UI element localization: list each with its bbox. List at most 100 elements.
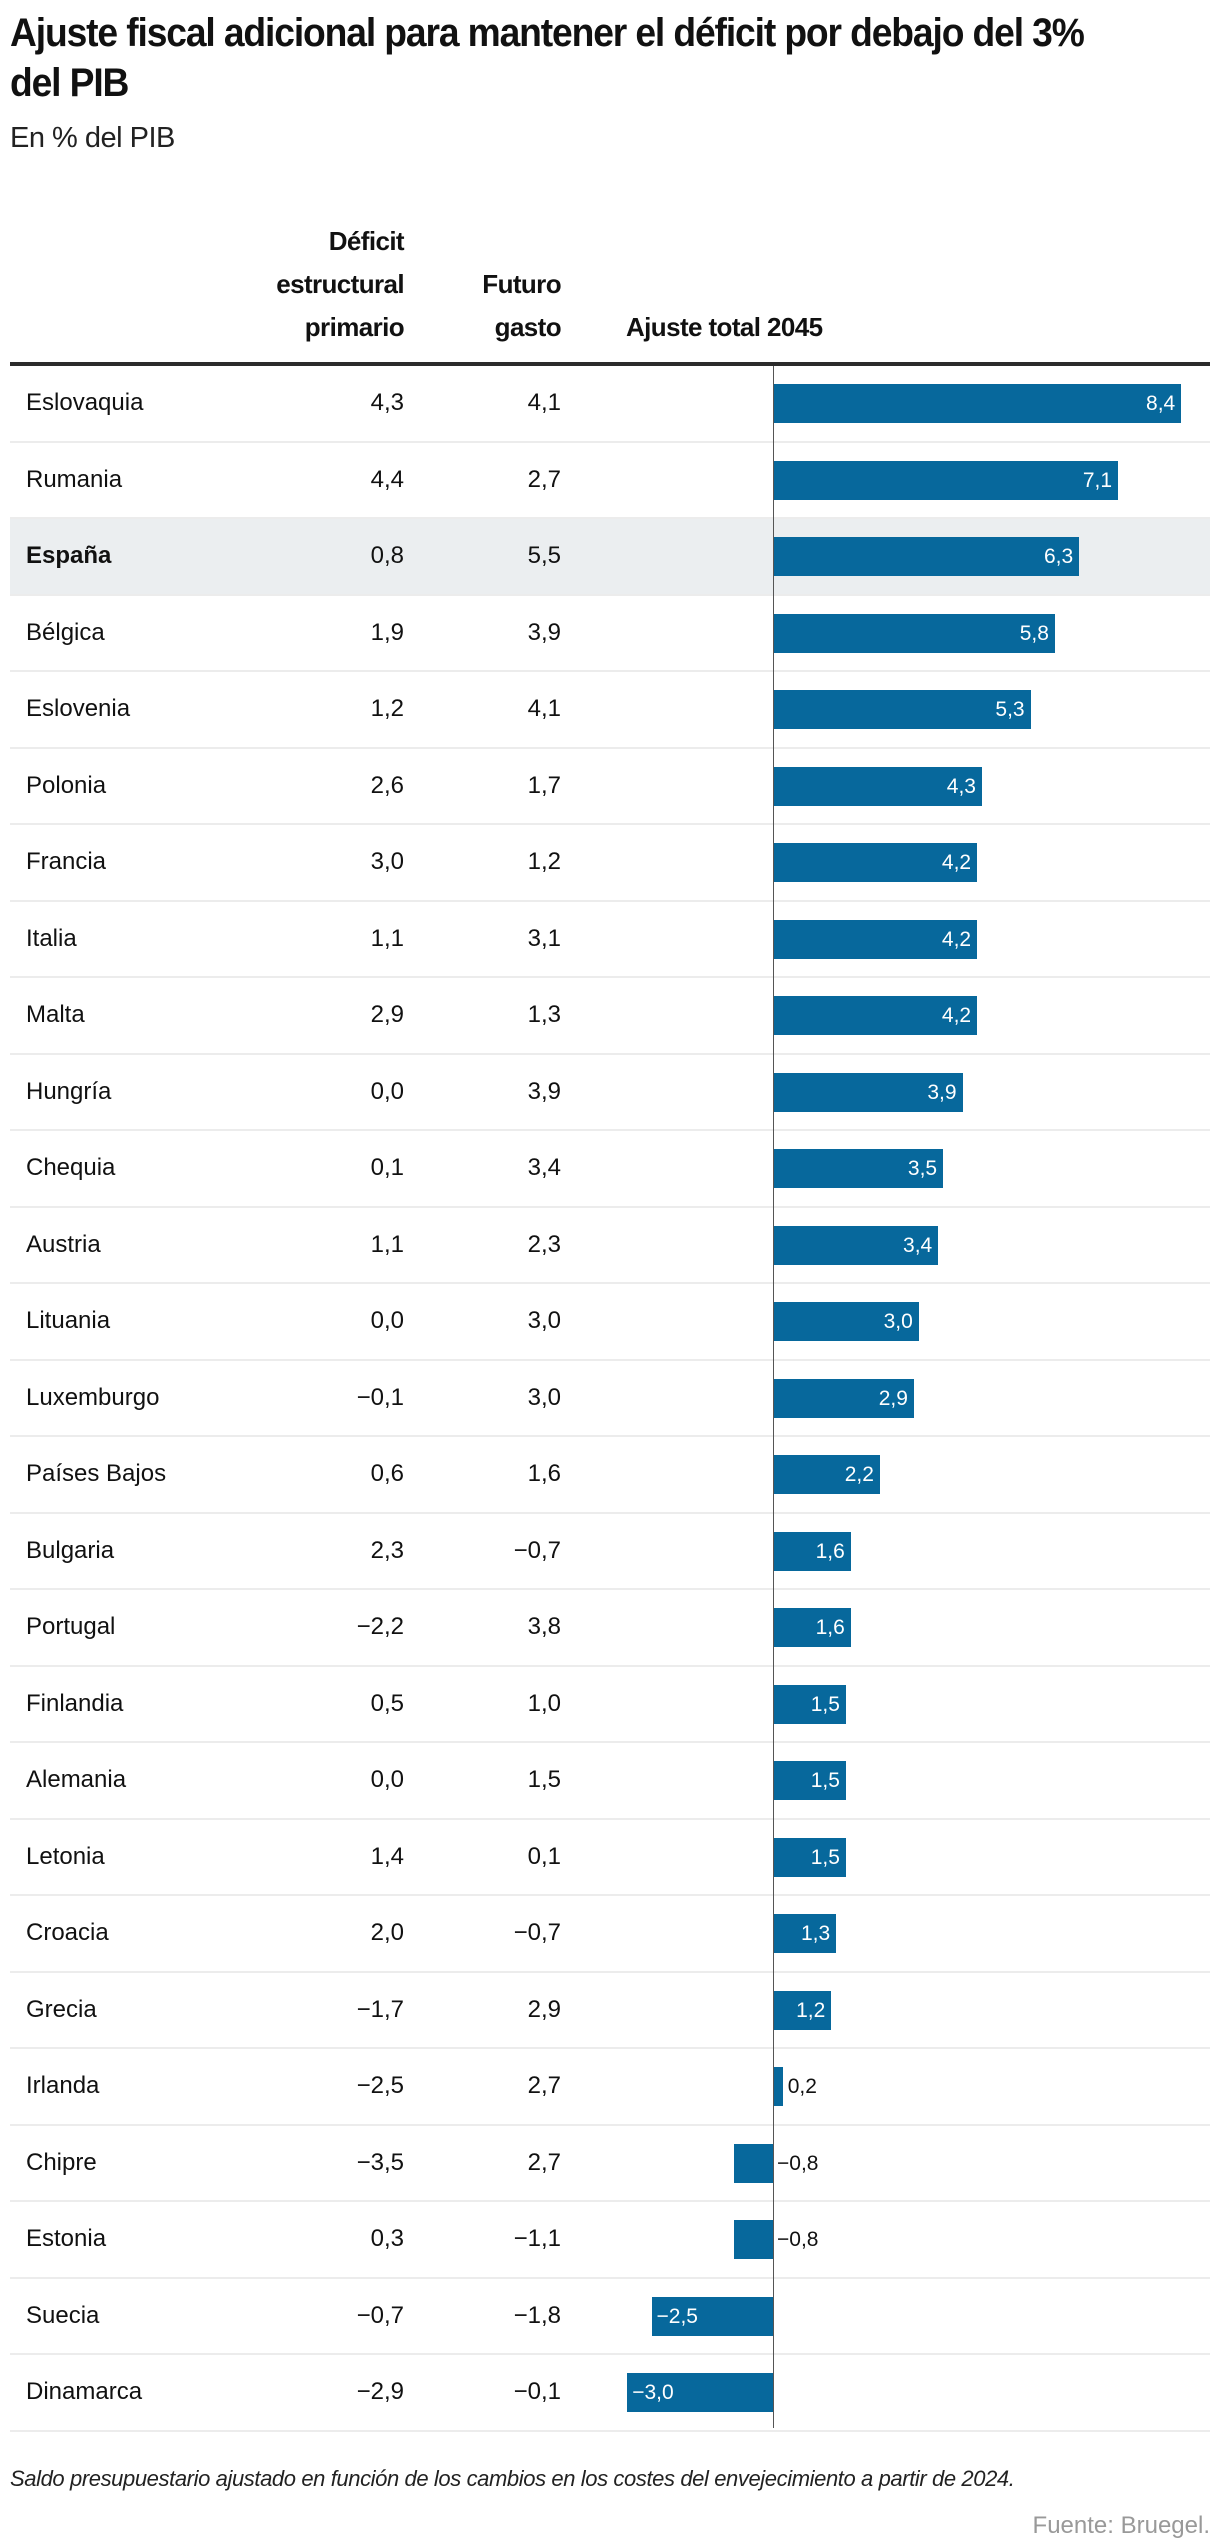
bar: [773, 996, 978, 1035]
table-row: Bulgaria 2,3 −0,7 1,6: [10, 1514, 1210, 1590]
bar-value-label: 2,9: [878, 1386, 908, 1410]
bar: [627, 2373, 773, 2412]
deficit-value: 0,0: [370, 1077, 404, 1105]
deficit-value: 2,9: [370, 1001, 404, 1028]
gasto-value: 2,7: [527, 2148, 561, 2176]
deficit-value: −3,5: [356, 2148, 404, 2176]
header-ajuste: Ajuste total 2045: [626, 312, 823, 342]
country-label: Chipre: [26, 2148, 97, 2176]
table-row: Estonia 0,3 −1,1 −0,8: [10, 2202, 1210, 2279]
bar: [773, 1608, 851, 1647]
country-label: Polonia: [26, 771, 107, 799]
chart-subtitle: En % del PIB: [10, 122, 175, 154]
country-label: Eslovaquia: [26, 389, 144, 416]
gasto-value: 1,3: [527, 1001, 561, 1028]
country-label: Croacia: [26, 1919, 109, 1946]
bar-value-label: 4,2: [941, 927, 972, 951]
bar: [773, 460, 1119, 500]
bar: [773, 1837, 846, 1877]
gasto-value: 3,8: [527, 1613, 561, 1640]
bar: [773, 1225, 939, 1265]
bar-value-label: 1,5: [810, 1845, 840, 1869]
deficit-value: 0,3: [370, 2225, 404, 2252]
country-label: Hungría: [26, 1077, 112, 1105]
zero-axis: [773, 366, 774, 2428]
deficit-value: 1,9: [370, 618, 404, 646]
bar: [773, 1149, 944, 1188]
bar-value-label: 3,9: [927, 1080, 957, 1104]
gasto-value: 1,6: [527, 1460, 561, 1487]
country-label: Finlandia: [26, 1689, 124, 1717]
bar-value-label: −0,8: [777, 2151, 819, 2175]
gasto-value: 3,1: [527, 924, 561, 952]
deficit-value: 0,8: [370, 542, 404, 569]
bar: [773, 537, 1080, 576]
table-row: Croacia 2,0 −0,7 1,3: [10, 1896, 1210, 1973]
table-body: Eslovaquia 4,3 4,1 8,4 Rumania 4,4 2,7 7,1 Españ…: [10, 366, 1210, 2432]
table-row: Grecia −1,7 2,9 1,2: [10, 1973, 1210, 2049]
bar: [773, 1531, 851, 1571]
header-gasto: Futuro gasto: [482, 269, 561, 342]
bar: [773, 1072, 963, 1112]
deficit-value: 4,4: [370, 465, 404, 493]
table-row: Portugal −2,2 3,8 1,6: [10, 1590, 1210, 1667]
gasto-value: −0,7: [513, 1919, 561, 1946]
bar-value-label: 3,0: [883, 1310, 913, 1333]
country-label: Francia: [26, 848, 107, 875]
bar-value-label: 4,2: [941, 1004, 972, 1027]
country-label: Eslovenia: [26, 695, 131, 722]
country-label: Portugal: [26, 1613, 116, 1640]
bar-value-label: 1,5: [810, 1692, 840, 1716]
bar-value-label: 2,2: [844, 1463, 874, 1486]
bar-value-label: 6,3: [1043, 545, 1074, 568]
table-row: Luxemburgo −0,1 3,0 2,9: [10, 1361, 1210, 1437]
country-label: Lituania: [26, 1307, 111, 1334]
table-row: Irlanda −2,5 2,7 0,2: [10, 2049, 1210, 2126]
gasto-value: −0,1: [513, 2378, 561, 2405]
country-label: Rumania: [26, 465, 123, 493]
country-label: Dinamarca: [26, 2378, 143, 2405]
country-label: Suecia: [26, 2301, 100, 2329]
gasto-value: 1,7: [527, 771, 561, 799]
gasto-value: 0,1: [527, 1842, 561, 1870]
bar: [773, 919, 978, 959]
bar-value-label: 3,5: [907, 1157, 938, 1180]
bar: [773, 613, 1055, 653]
bar-value-label: 5,3: [995, 698, 1025, 721]
country-label: Bulgaria: [26, 1536, 115, 1564]
table-row: Alemania 0,0 1,5 1,5: [10, 1743, 1210, 1820]
deficit-value: −1,7: [356, 1995, 404, 2023]
footnote: Saldo presupuestario ajustado en función…: [10, 2466, 1015, 2491]
bar: [773, 2067, 783, 2106]
bar-value-label: 1,6: [815, 1539, 845, 1563]
country-label: Estonia: [26, 2225, 107, 2252]
deficit-value: 0,6: [370, 1460, 404, 1487]
table-row: Letonia 1,4 0,1 1,5: [10, 1820, 1210, 1896]
bar-value-label: 4,3: [946, 774, 976, 798]
deficit-value: 0,5: [370, 1689, 404, 1717]
country-label: Grecia: [26, 1995, 97, 2023]
gasto-value: 1,2: [527, 848, 561, 875]
country-label: Austria: [26, 1230, 101, 1258]
deficit-value: 2,0: [370, 1919, 404, 1946]
country-label: Luxemburgo: [26, 1383, 160, 1411]
table-row: Eslovenia 1,2 4,1 5,3: [10, 672, 1210, 749]
bar-value-label: 5,8: [1019, 621, 1049, 645]
deficit-value: −0,1: [356, 1383, 404, 1411]
deficit-value: −2,5: [356, 2072, 404, 2099]
bar: [773, 384, 1182, 423]
bar-value-label: 1,6: [815, 1616, 845, 1639]
table-row: España 0,8 5,5 6,3: [10, 519, 1210, 596]
deficit-value: 1,1: [370, 1230, 404, 1258]
bar: [773, 1761, 846, 1800]
gasto-value: 3,0: [527, 1383, 561, 1411]
deficit-value: 1,2: [370, 695, 404, 722]
bar: [773, 1914, 837, 1953]
bar: [773, 1455, 880, 1494]
bar: [773, 766, 982, 806]
table-row: Finlandia 0,5 1,0 1,5: [10, 1667, 1210, 1743]
table-row: Malta 2,9 1,3 4,2: [10, 978, 1210, 1055]
deficit-value: 2,3: [370, 1536, 404, 1564]
table-row: Italia 1,1 3,1 4,2: [10, 902, 1210, 978]
deficit-value: −2,9: [356, 2378, 404, 2405]
